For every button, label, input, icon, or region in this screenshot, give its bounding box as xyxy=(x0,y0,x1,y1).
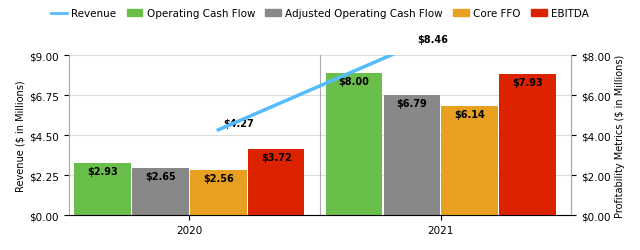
Text: $2.56: $2.56 xyxy=(203,173,234,183)
Legend: Revenue, Operating Cash Flow, Adjusted Operating Cash Flow, Core FFO, EBITDA: Revenue, Operating Cash Flow, Adjusted O… xyxy=(47,5,593,24)
Text: $2.65: $2.65 xyxy=(145,172,176,182)
Bar xyxy=(326,74,382,216)
Bar xyxy=(442,107,498,216)
Bar xyxy=(248,150,305,216)
Bar xyxy=(74,164,131,216)
Text: $8.00: $8.00 xyxy=(339,77,369,87)
Bar xyxy=(190,170,246,216)
Bar xyxy=(132,168,189,216)
Y-axis label: Profitability Metrics ($ in Millions): Profitability Metrics ($ in Millions) xyxy=(615,54,625,217)
Text: $6.79: $6.79 xyxy=(397,98,428,108)
Text: $2.93: $2.93 xyxy=(87,167,118,177)
Text: $4.27: $4.27 xyxy=(223,118,254,128)
Y-axis label: Revenue ($ in Millions): Revenue ($ in Millions) xyxy=(15,80,25,191)
Text: $3.72: $3.72 xyxy=(260,153,291,163)
Text: $7.93: $7.93 xyxy=(512,78,543,88)
Text: $6.14: $6.14 xyxy=(454,110,485,120)
Bar xyxy=(383,95,440,216)
Text: $8.46: $8.46 xyxy=(417,35,448,45)
Bar xyxy=(499,75,556,216)
